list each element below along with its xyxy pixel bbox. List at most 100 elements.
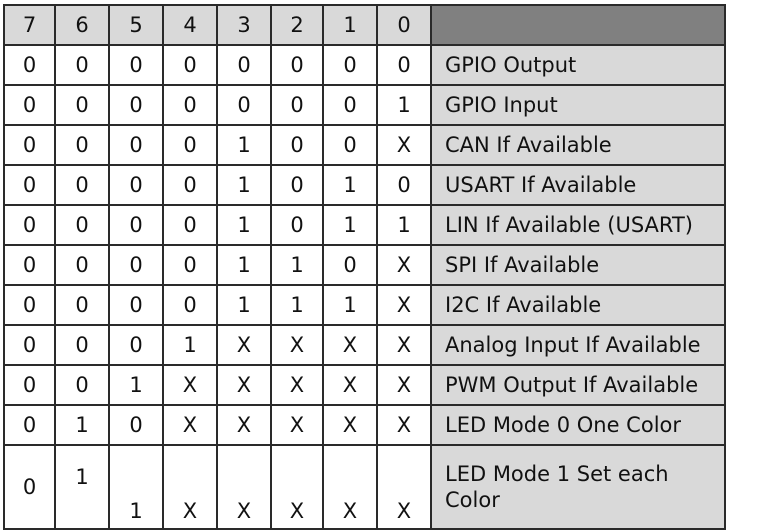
bit-cell: 0 (54, 324, 110, 366)
bit-cell: X (376, 364, 432, 406)
bit-cell: 1 (376, 84, 432, 126)
bit-cell: 0 (3, 84, 56, 126)
bit-cell: X (376, 444, 432, 530)
bit-cell: X (376, 324, 432, 366)
bit-cell: 0 (162, 84, 218, 126)
mode-label: Analog Input If Available (430, 324, 726, 366)
bit-cell: 0 (376, 164, 432, 206)
bit-cell: 0 (322, 84, 378, 126)
bit-cell: 0 (162, 284, 218, 326)
bit-cell: X (162, 364, 218, 406)
header-bit-3: 3 (216, 4, 272, 46)
bit-cell: 0 (54, 164, 110, 206)
header-bit-6: 6 (54, 4, 110, 46)
bit-cell: 0 (270, 44, 324, 86)
bit-cell: X (216, 444, 272, 530)
bit-cell: X (322, 404, 378, 446)
bit-cell: X (376, 244, 432, 286)
bit-cell: X (162, 404, 218, 446)
bit-cell: 0 (108, 324, 164, 366)
bit-cell: 0 (270, 164, 324, 206)
bit-cell: 0 (108, 244, 164, 286)
bit-cell: 0 (3, 244, 56, 286)
header-bit-5: 5 (108, 4, 164, 46)
bit-cell: 0 (3, 164, 56, 206)
bit-cell: 0 (270, 204, 324, 246)
header-bit-0: 0 (376, 4, 432, 46)
mode-label: SPI If Available (430, 244, 726, 286)
table-row: 0 0 0 0 0 0 0 1 GPIO Input (3, 84, 726, 126)
table-row: 0 0 0 0 1 0 1 0 USART If Available (3, 164, 726, 206)
mode-label: USART If Available (430, 164, 726, 206)
bit-cell: 0 (3, 364, 56, 406)
bit-cell: 0 (376, 44, 432, 86)
mode-label: LED Mode 1 Set each Color (430, 444, 726, 530)
mode-label: GPIO Input (430, 84, 726, 126)
table-row: 0 0 0 0 1 0 1 1 LIN If Available (USART) (3, 204, 726, 246)
bit-mode-table: 7 6 5 4 3 2 1 0 0 0 0 0 0 0 0 0 GPIO Out… (3, 4, 726, 530)
table-row: 0 0 1 X X X X X PWM Output If Available (3, 364, 726, 406)
table-row: 0 0 0 0 1 1 0 X SPI If Available (3, 244, 726, 286)
bit-cell: X (322, 364, 378, 406)
bit-cell: 1 (216, 124, 272, 166)
bit-cell: 0 (108, 404, 164, 446)
bit-cell: 1 (270, 284, 324, 326)
mode-label: PWM Output If Available (430, 364, 726, 406)
bit-cell: 0 (108, 284, 164, 326)
table-row: 0 0 0 1 X X X X Analog Input If Availabl… (3, 324, 726, 366)
bit-cell: X (216, 324, 272, 366)
bit-cell: 0 (216, 84, 272, 126)
bit-cell: 0 (108, 204, 164, 246)
bit-cell: 0 (322, 124, 378, 166)
header-bit-2: 2 (270, 4, 324, 46)
bit-cell: 1 (216, 204, 272, 246)
bit-cell: X (216, 364, 272, 406)
bit-cell: 0 (216, 44, 272, 86)
mode-label: LIN If Available (USART) (430, 204, 726, 246)
bit-cell: X (376, 284, 432, 326)
bit-cell: 0 (54, 284, 110, 326)
bit-cell: 0 (54, 364, 110, 406)
bit-cell: X (270, 364, 324, 406)
bit-cell: 0 (3, 324, 56, 366)
bit-cell: 0 (54, 84, 110, 126)
bit-cell: 0 (3, 204, 56, 246)
bit-cell: 0 (54, 204, 110, 246)
bit-cell: 0 (162, 204, 218, 246)
bit-cell: 1 (270, 244, 324, 286)
bit-cell: X (376, 124, 432, 166)
bit-cell: 1 (108, 444, 164, 530)
bit-cell: 0 (108, 84, 164, 126)
bit-cell: 1 (216, 284, 272, 326)
bit-cell: 0 (3, 44, 56, 86)
bit-cell: 0 (108, 164, 164, 206)
table-row: 0 0 0 0 0 0 0 0 GPIO Output (3, 44, 726, 86)
bit-cell: X (216, 404, 272, 446)
bit-cell: X (270, 324, 324, 366)
bit-cell: 0 (54, 124, 110, 166)
table-row: 0 0 0 0 1 1 1 X I2C If Available (3, 284, 726, 326)
bit-cell: 0 (3, 444, 56, 530)
bit-cell: 1 (162, 324, 218, 366)
bit-cell: 1 (322, 284, 378, 326)
header-bit-1: 1 (322, 4, 378, 46)
bit-cell: 0 (162, 44, 218, 86)
bit-cell: 0 (54, 244, 110, 286)
bit-cell: 0 (162, 164, 218, 206)
mode-label-line: LED Mode 1 Set each (445, 461, 669, 486)
bit-cell: 0 (162, 124, 218, 166)
header-bit-4: 4 (162, 4, 218, 46)
bit-cell: X (162, 444, 218, 530)
bit-cell: 0 (162, 244, 218, 286)
bit-cell: 0 (54, 44, 110, 86)
header-bit-7: 7 (3, 4, 56, 46)
bit-cell: X (322, 324, 378, 366)
bit-cell: 0 (270, 124, 324, 166)
table-row: 0 1 1 X X X X X LED Mode 1 Set each Colo… (3, 444, 726, 530)
bit-cell: 0 (3, 284, 56, 326)
mode-label: I2C If Available (430, 284, 726, 326)
bit-cell: 1 (54, 444, 110, 530)
bit-cell: 0 (3, 124, 56, 166)
bit-cell: 1 (54, 404, 110, 446)
bit-cell: X (270, 444, 324, 530)
